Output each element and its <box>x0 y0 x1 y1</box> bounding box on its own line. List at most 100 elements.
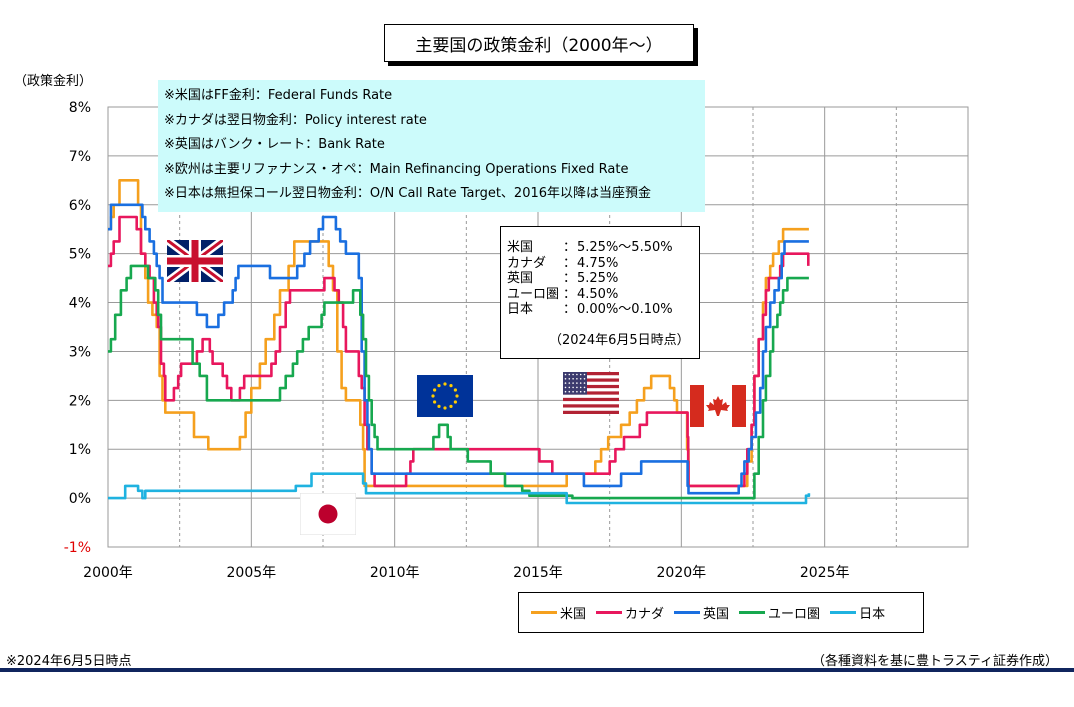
rate-row-japan: 日本 ：0.00%～0.10% <box>507 302 673 317</box>
eu-star <box>443 406 447 410</box>
note-japan: ※日本は無担保コール翌日物金利：O/N Call Rate Target、201… <box>164 186 652 201</box>
x-tick-label: 2005年 <box>227 565 277 581</box>
rate-row-uk: 英国 ：5.25% <box>507 271 619 286</box>
y-tick-label: 6% <box>69 198 91 214</box>
legend-swatch-japan <box>830 611 857 614</box>
us-star <box>583 382 586 384</box>
note-euro: ※欧州は主要リファナンス・オペ：Main Refinancing Operati… <box>164 161 629 177</box>
eu-star <box>453 388 457 392</box>
us-star <box>568 386 571 389</box>
legend-item-canada: カナダ <box>596 603 664 622</box>
us-star <box>564 382 567 384</box>
series-line-euro <box>108 264 809 500</box>
us-star <box>572 382 574 384</box>
chart-title: 主要国の政策金利（2000年～） <box>384 24 694 62</box>
axes: -1% 0% 1% 2% 3% 4% 5% 6% 7% 8% 2000年 2005年 2010年 2015… <box>64 100 850 581</box>
x-tick-label: 2015年 <box>513 565 563 581</box>
x-tick-label: 2025年 <box>800 565 850 581</box>
y-tick-label: 1% <box>69 442 91 458</box>
us-star <box>576 390 578 393</box>
us-star <box>572 386 574 389</box>
eu-flag-icon <box>417 375 473 417</box>
us-star <box>583 390 586 393</box>
y-tick-label: 3% <box>69 344 91 360</box>
y-tick-label: 2% <box>69 393 91 409</box>
y-tick-label: -1% <box>64 540 91 556</box>
bottom-rule <box>0 668 1074 672</box>
legend-swatch-canada <box>596 611 623 614</box>
us-star <box>576 378 578 380</box>
y-tick-label: 5% <box>69 247 91 263</box>
us-stripe <box>563 378 619 382</box>
y-axis-label: （政策金利） <box>14 74 93 89</box>
us-star <box>579 373 582 376</box>
y-tick-label: 0% <box>69 491 91 507</box>
us-star <box>572 390 574 393</box>
us-star <box>583 386 586 389</box>
us-star <box>579 390 582 393</box>
japan-flag-icon <box>300 493 356 535</box>
legend-swatch-uk <box>674 611 701 614</box>
us-star <box>568 382 571 384</box>
eu-star <box>453 400 457 404</box>
eu-star <box>433 400 437 404</box>
series-line-us <box>108 179 809 488</box>
legend-swatch-us <box>531 611 557 614</box>
rate-row-us: 米国 ：5.25%～5.50% <box>507 240 673 255</box>
canada-flag-icon <box>690 385 746 427</box>
us-stripe <box>563 372 619 376</box>
eu-star <box>437 404 441 408</box>
y-tick-label: 4% <box>69 296 91 312</box>
us-star <box>579 382 582 384</box>
us-stripe <box>563 384 619 389</box>
us-star <box>572 373 574 376</box>
series-line-uk <box>108 203 809 495</box>
x-tick-label: 2020年 <box>657 565 707 581</box>
us-star <box>583 378 586 380</box>
series-lines <box>108 179 811 505</box>
note-uk: ※英国はバンク・レート：Bank Rate <box>164 137 385 152</box>
us-star <box>576 382 578 384</box>
us-star <box>564 386 567 389</box>
legend: 米国 カナダ 英国 ユーロ圏 日本 <box>518 592 924 633</box>
eu-star <box>455 394 459 398</box>
x-tick-label: 2010年 <box>370 565 420 581</box>
us-stripe <box>563 397 619 402</box>
notes-box: ※米国はFF金利：Federal Funds Rate ※カナダは翌日物金利：P… <box>158 80 705 212</box>
x-tick-label: 2000年 <box>83 565 133 581</box>
y-tick-label: 8% <box>69 100 91 116</box>
us-star <box>579 386 582 389</box>
us-star <box>579 378 582 380</box>
us-stripe <box>563 410 619 414</box>
us-stripe <box>563 404 619 408</box>
rates-date: （2024年6月5日時点） <box>549 332 690 348</box>
us-star <box>576 373 578 376</box>
legend-swatch-euro <box>739 611 766 614</box>
note-canada: ※カナダは翌日物金利：Policy interest rate <box>164 112 427 128</box>
y-tick-label: 7% <box>69 149 91 165</box>
legend-item-uk: 英国 <box>674 603 729 622</box>
legend-item-japan: 日本 <box>830 603 885 622</box>
us-stripe <box>563 391 619 395</box>
eu-star <box>449 404 453 408</box>
us-star <box>576 386 578 389</box>
us-star <box>564 378 567 380</box>
rate-row-euro: ユーロ圏 ：4.50% <box>507 286 619 302</box>
us-star <box>568 378 571 380</box>
uk-flag-icon <box>167 240 223 282</box>
note-us: ※米国はFF金利：Federal Funds Rate <box>164 88 393 103</box>
us-star <box>572 378 574 380</box>
legend-item-euro: ユーロ圏 <box>739 603 820 622</box>
series-line-japan <box>108 472 811 505</box>
legend-item-us: 米国 <box>531 603 586 622</box>
us-star <box>568 390 571 393</box>
eu-star <box>437 384 441 388</box>
eu-star <box>443 382 447 386</box>
source-note: （各種資料を基に豊トラスティ証券作成） <box>812 654 1058 669</box>
us-star <box>568 373 571 376</box>
us-flag-icon <box>563 372 619 414</box>
eu-star <box>431 394 435 398</box>
rate-row-canada: カナダ ：4.75% <box>507 255 619 271</box>
footnote: ※2024年6月5日時点 <box>6 654 132 669</box>
eu-star <box>449 384 453 388</box>
